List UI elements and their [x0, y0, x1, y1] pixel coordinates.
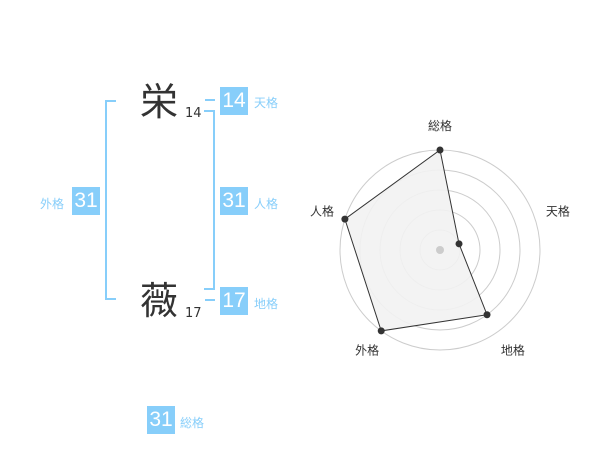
chikaku-value: 17 [220, 287, 248, 315]
name-char-2-strokes: 17 [185, 306, 202, 321]
radar-point [341, 215, 349, 223]
jinkaku-label: 人格 [254, 197, 279, 211]
tenkaku-connector [205, 99, 215, 101]
gaikaku-bracket-top [105, 100, 116, 102]
soukaku-value: 31 [147, 406, 175, 434]
jinkaku-bracket-bottom [204, 288, 215, 290]
chikaku-label: 地格 [254, 297, 279, 311]
gaikaku-bracket [105, 100, 107, 300]
radar-point [377, 327, 385, 335]
soukaku-label: 総格 [180, 416, 205, 430]
radar-point [483, 311, 491, 319]
radar-axis-label: 地格 [501, 342, 525, 357]
name-char-1-strokes: 14 [185, 106, 202, 121]
radar-point [455, 240, 463, 248]
name-char-1: 栄 [140, 80, 179, 124]
radar-axis-label: 外格 [355, 342, 379, 357]
jinkaku-bracket [213, 110, 215, 290]
radar-center-dot [436, 246, 444, 254]
name-char-2: 薇 [140, 279, 179, 323]
gaikaku-value: 31 [72, 187, 100, 215]
chikaku-connector [205, 299, 215, 301]
gaikaku-label: 外格 [40, 197, 65, 211]
radar-axis-label: 総格 [428, 118, 452, 133]
radar-area [344, 149, 488, 332]
radar-axis-label: 天格 [546, 204, 570, 219]
radar-axis-label: 人格 [310, 204, 334, 219]
tenkaku-value: 14 [220, 87, 248, 115]
jinkaku-bracket-top [204, 110, 215, 112]
jinkaku-value: 31 [220, 187, 248, 215]
tenkaku-label: 天格 [254, 96, 279, 110]
gaikaku-bracket-bottom [105, 298, 116, 300]
radar-point [436, 146, 444, 154]
